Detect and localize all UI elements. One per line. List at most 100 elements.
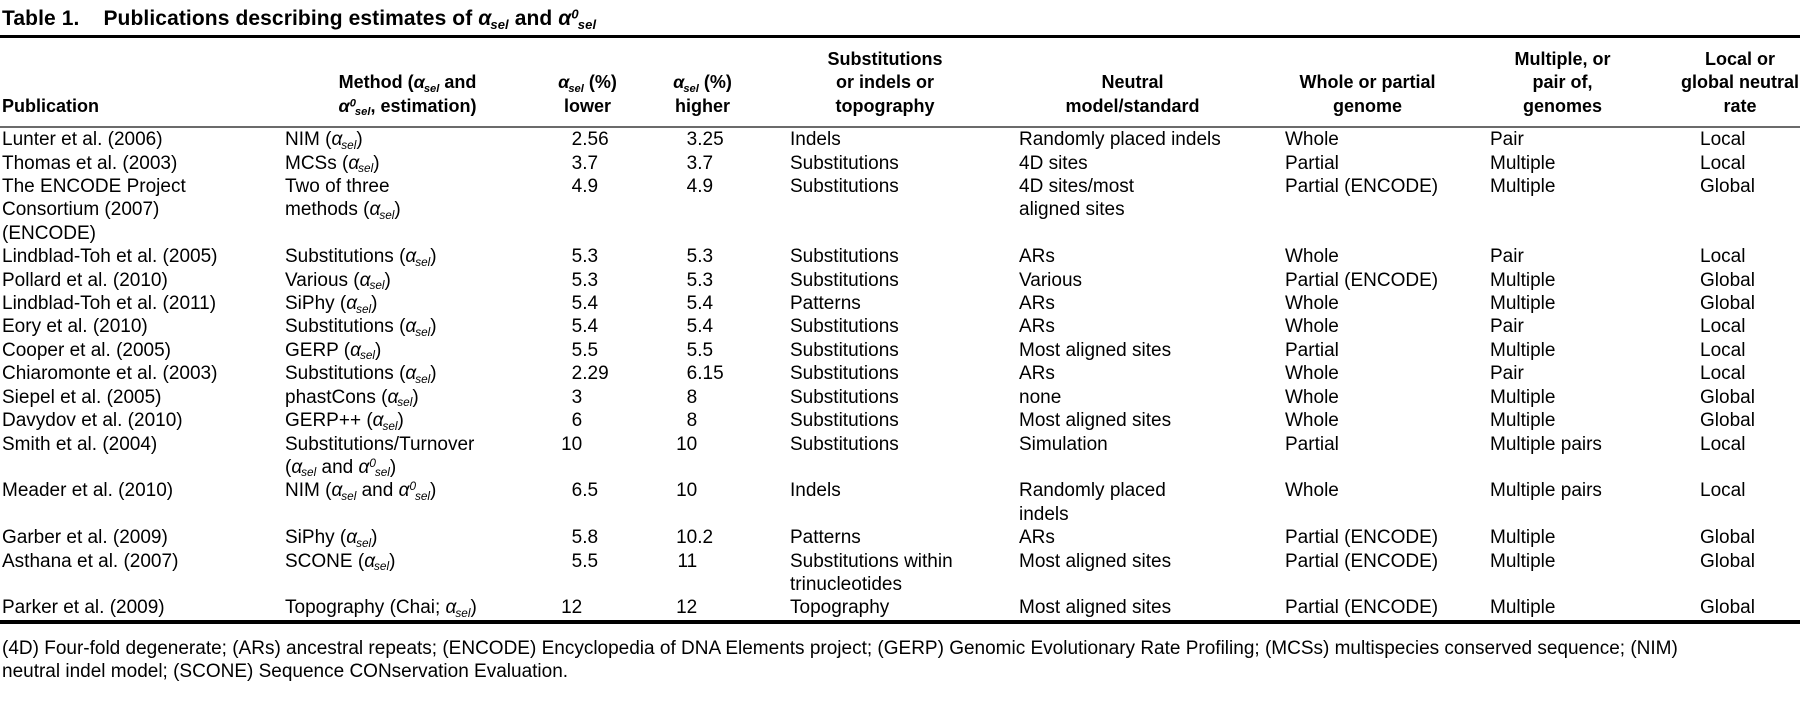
cell-method: Substitutions (αsel) xyxy=(285,316,437,339)
table-row: Cooper et al. (2005) GERP (αsel) 5.5 5.5… xyxy=(0,339,1800,362)
cell-substitutions-indels-topography: Substitutions xyxy=(790,269,899,291)
table-caption: Table 1. Publications describing estimate… xyxy=(2,6,1800,32)
cell-multiple-pair-genomes: Multiple xyxy=(1490,527,1556,549)
cell-neutral-model: ARs xyxy=(1019,246,1055,268)
cell-method: phastCons (αsel) xyxy=(285,386,419,410)
cell-alpha-higher: 6.15 xyxy=(686,363,724,385)
table-title-text: Publications describing estimates of αse… xyxy=(103,6,597,32)
cell-alpha-lower: 5.5 xyxy=(571,550,599,572)
cell-multiple-pair-genomes: Pair xyxy=(1490,363,1524,385)
cell-alpha-lower: 3 xyxy=(571,386,583,408)
cell-multiple-pair-genomes: Pair xyxy=(1490,316,1524,338)
cell-local-global-rate: Local xyxy=(1700,480,1746,502)
cell-alpha-higher: 5.3 xyxy=(686,246,714,268)
cell-local-global-rate: Local xyxy=(1700,433,1746,455)
cell-whole-partial-genome: Whole xyxy=(1285,316,1339,338)
cell-method: NIM (αsel) xyxy=(285,129,363,152)
cell-whole-partial-genome: Partial xyxy=(1285,433,1339,455)
cell-publication: Smith et al. (2004) xyxy=(2,433,158,455)
cell-publication: Lindblad-Toh et al. (2011) xyxy=(2,293,217,315)
cell-local-global-rate: Global xyxy=(1700,527,1755,549)
cell-alpha-higher: 5.4 xyxy=(686,316,714,338)
table-row: Parker et al. (2009) Topography (Chai; α… xyxy=(0,596,1800,621)
cell-substitutions-indels-topography: Substitutions xyxy=(790,433,899,455)
cell-alpha-lower: 10 xyxy=(561,433,583,455)
cell-method: SiPhy (αsel) xyxy=(285,527,378,550)
cell-alpha-lower: 3.7 xyxy=(571,152,599,174)
cell-whole-partial-genome: Whole xyxy=(1285,293,1339,315)
cell-local-global-rate: Local xyxy=(1700,316,1746,338)
cell-whole-partial-genome: Partial (ENCODE) xyxy=(1285,527,1439,549)
cell-neutral-model: 4D sites xyxy=(1019,152,1088,174)
cell-alpha-higher: 8 xyxy=(686,386,698,408)
cell-alpha-lower: 2.56 xyxy=(571,129,609,151)
cell-publication: Siepel et al. (2005) xyxy=(2,386,162,408)
cell-publication: Davydov et al. (2010) xyxy=(2,410,183,432)
cell-local-global-rate: Local xyxy=(1700,339,1746,361)
cell-neutral-model: ARs xyxy=(1019,363,1055,385)
table-number: Table 1. xyxy=(2,7,80,30)
cell-multiple-pair-genomes: Pair xyxy=(1490,246,1524,268)
cell-multiple-pair-genomes: Pair xyxy=(1490,129,1524,151)
cell-multiple-pair-genomes: Multiple xyxy=(1490,176,1556,198)
cell-whole-partial-genome: Whole xyxy=(1285,363,1339,385)
column-header-alpha-lower: αsel (%) lower xyxy=(530,36,645,129)
cell-neutral-model: Most aligned sites xyxy=(1019,410,1172,432)
cell-publication: The ENCODE Project Consortium (2007) (EN… xyxy=(2,176,186,244)
cell-publication: Eory et al. (2010) xyxy=(2,316,148,338)
cell-neutral-model: none xyxy=(1019,386,1062,408)
cell-local-global-rate: Global xyxy=(1700,597,1755,619)
cell-method: GERP++ (αsel) xyxy=(285,410,404,433)
cell-substitutions-indels-topography: Patterns xyxy=(790,527,861,549)
cell-alpha-higher: 5.4 xyxy=(686,293,714,315)
cell-method: Topography (Chai; αsel) xyxy=(285,597,477,620)
cell-substitutions-indels-topography: Indels xyxy=(790,129,841,151)
column-header-genomes: Multiple, or pair of, genomes xyxy=(1485,36,1680,129)
cell-multiple-pair-genomes: Multiple xyxy=(1490,339,1556,361)
column-header-method: Method (αsel and α0sel, estimation) xyxy=(285,36,530,129)
table-row: Smith et al. (2004) Substitutions/Turnov… xyxy=(0,433,1800,480)
cell-neutral-model: ARs xyxy=(1019,527,1055,549)
column-header-neutral-model: Neutral model/standard xyxy=(1010,36,1280,129)
cell-alpha-higher: 5.5 xyxy=(686,339,714,361)
cell-whole-partial-genome: Partial (ENCODE) xyxy=(1285,269,1439,291)
cell-local-global-rate: Global xyxy=(1700,293,1755,315)
cell-method: Substitutions/Turnover (αsel and α0sel) xyxy=(285,433,475,480)
cell-multiple-pair-genomes: Multiple xyxy=(1490,293,1556,315)
cell-substitutions-indels-topography: Substitutions xyxy=(790,246,899,268)
publications-table: Publication Method (αsel and α0sel, esti… xyxy=(0,35,1800,624)
cell-alpha-lower: 6.5 xyxy=(571,480,599,502)
table-row: Lindblad-Toh et al. (2005) Substitutions… xyxy=(0,245,1800,268)
cell-substitutions-indels-topography: Substitutions xyxy=(790,176,899,198)
cell-substitutions-indels-topography: Substitutions xyxy=(790,386,899,408)
cell-neutral-model: Randomly placed indels xyxy=(1019,480,1166,525)
cell-multiple-pair-genomes: Multiple xyxy=(1490,597,1556,619)
cell-alpha-lower: 5.5 xyxy=(571,339,599,361)
cell-neutral-model: Most aligned sites xyxy=(1019,597,1172,619)
cell-whole-partial-genome: Partial (ENCODE) xyxy=(1285,597,1439,619)
table-row: Garber et al. (2009) SiPhy (αsel) 5.8 10… xyxy=(0,526,1800,549)
cell-local-global-rate: Local xyxy=(1700,129,1746,151)
cell-publication: Asthana et al. (2007) xyxy=(2,550,179,572)
cell-substitutions-indels-topography: Indels xyxy=(790,480,841,502)
cell-publication: Parker et al. (2009) xyxy=(2,597,165,619)
paper-table-page: Table 1. Publications describing estimate… xyxy=(0,6,1800,684)
cell-publication: Garber et al. (2009) xyxy=(2,527,168,549)
table-row: Chiaromonte et al. (2003) Substitutions … xyxy=(0,362,1800,385)
cell-neutral-model: Most aligned sites xyxy=(1019,550,1172,572)
cell-local-global-rate: Local xyxy=(1700,152,1746,174)
cell-method: Two of three methods (αsel) xyxy=(285,176,401,222)
cell-method: SiPhy (αsel) xyxy=(285,293,378,316)
cell-whole-partial-genome: Partial (ENCODE) xyxy=(1285,550,1439,572)
table-row: Thomas et al. (2003) MCSs (αsel) 3.7 3.7… xyxy=(0,152,1800,175)
cell-publication: Lindblad-Toh et al. (2005) xyxy=(2,246,218,268)
column-header-alpha-higher: αsel (%) higher xyxy=(645,36,760,129)
column-header-substitutions: Substitutions or indels or topography xyxy=(760,36,1010,129)
table-row: Pollard et al. (2010) Various (αsel) 5.3… xyxy=(0,269,1800,292)
cell-substitutions-indels-topography: Substitutions xyxy=(790,410,899,432)
table-row: Lunter et al. (2006) NIM (αsel) 2.56 3.2… xyxy=(0,127,1800,151)
table-row: Eory et al. (2010) Substitutions (αsel) … xyxy=(0,315,1800,338)
cell-whole-partial-genome: Whole xyxy=(1285,410,1339,432)
cell-method: Substitutions (αsel) xyxy=(285,246,437,269)
table-row: Lindblad-Toh et al. (2011) SiPhy (αsel) … xyxy=(0,292,1800,315)
